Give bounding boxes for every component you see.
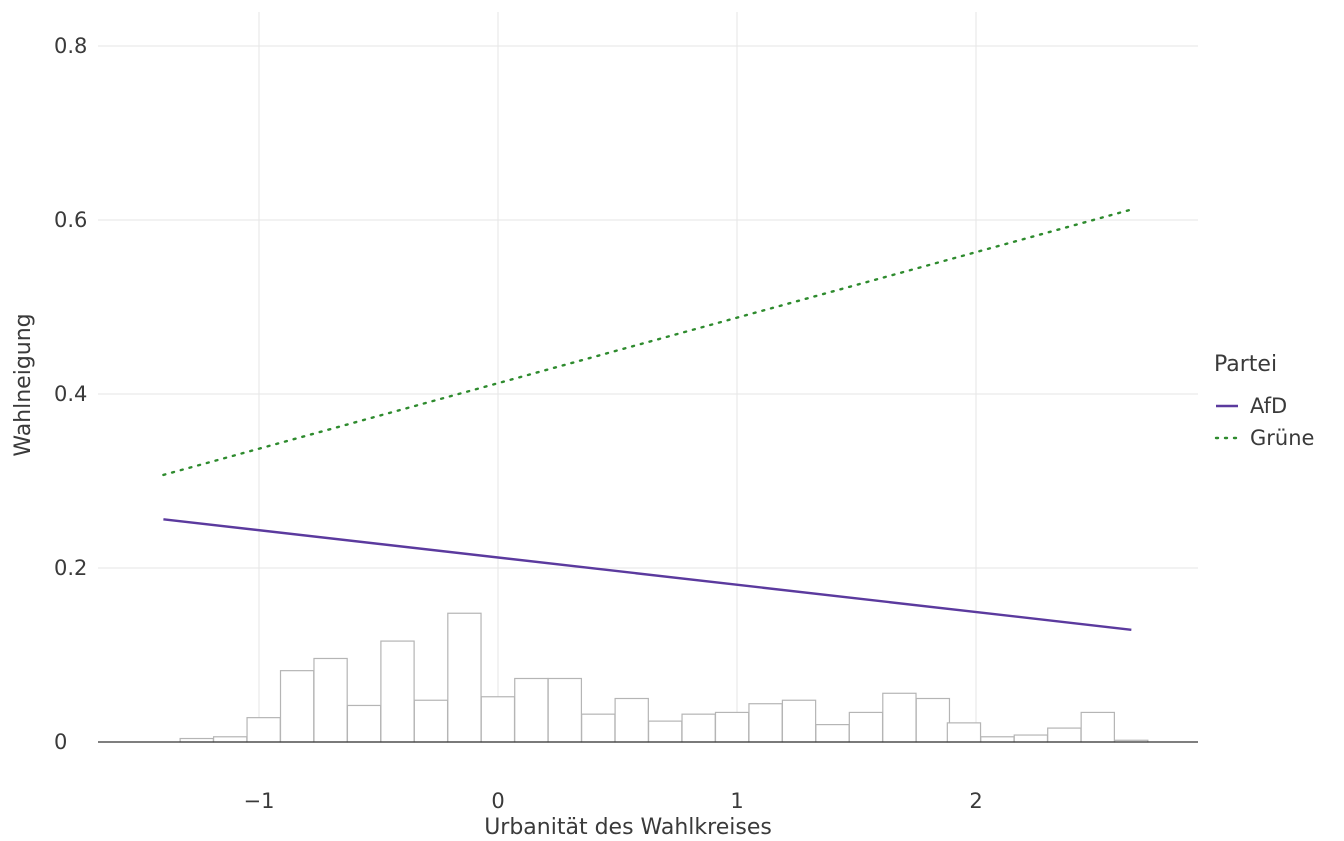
histogram-bar <box>882 692 917 743</box>
histogram-bar <box>413 699 449 743</box>
histogram-bar <box>614 697 649 743</box>
histogram-bar <box>1013 734 1049 743</box>
histogram-bar <box>980 736 1015 743</box>
x-tick-label: 2 <box>969 789 982 813</box>
histogram-bar <box>514 677 549 743</box>
y-tick-label: 0.6 <box>54 208 87 232</box>
x-tick-label: −1 <box>244 789 275 813</box>
x-axis-title: Urbanität des Wahlkreises <box>484 815 772 840</box>
series-line-afd <box>163 518 1132 631</box>
histogram-bar <box>279 670 315 743</box>
x-tick-label: 0 <box>491 789 504 813</box>
y-tick-label: 0.4 <box>54 382 87 406</box>
legend-title: Partei <box>1214 352 1277 377</box>
histogram-bar <box>714 711 750 743</box>
histogram-bar <box>915 697 951 743</box>
histogram <box>179 612 1149 743</box>
histogram-bar <box>313 657 348 743</box>
x-tick-label: 1 <box>730 789 743 813</box>
histogram-bar <box>946 722 982 743</box>
histogram-bar <box>848 711 884 743</box>
histogram-bar <box>447 612 482 743</box>
y-tick-label: 0.2 <box>54 556 87 580</box>
histogram-bar <box>346 704 382 743</box>
histogram-bar <box>547 677 583 743</box>
histogram-bar <box>380 640 415 743</box>
histogram-bar <box>212 736 248 743</box>
histogram-bar <box>781 699 817 743</box>
y-axis-title: Wahlneigung <box>11 313 36 456</box>
histogram-bar <box>748 703 783 743</box>
histogram-bar <box>246 717 281 743</box>
grid-lines <box>98 12 1198 742</box>
histogram-bar <box>1047 727 1082 743</box>
series-line-gr-ne <box>162 208 1133 477</box>
histogram-bar <box>681 713 716 743</box>
histogram-bar <box>1080 711 1115 743</box>
histogram-bar <box>647 720 683 743</box>
histogram-bar <box>815 723 850 743</box>
axes: −1 0 1 2 0 0.2 0.4 0.6 0.8 <box>54 34 1198 813</box>
histogram-bar <box>581 713 616 743</box>
series-lines <box>162 208 1133 631</box>
histogram-bar <box>480 696 516 743</box>
legend-label: AfD <box>1250 394 1287 418</box>
y-tick-label: 0.8 <box>54 34 87 58</box>
legend-label: Grüne <box>1250 426 1314 450</box>
y-tick-label: 0 <box>54 730 67 754</box>
legend: Partei AfD Grüne <box>1214 352 1314 450</box>
